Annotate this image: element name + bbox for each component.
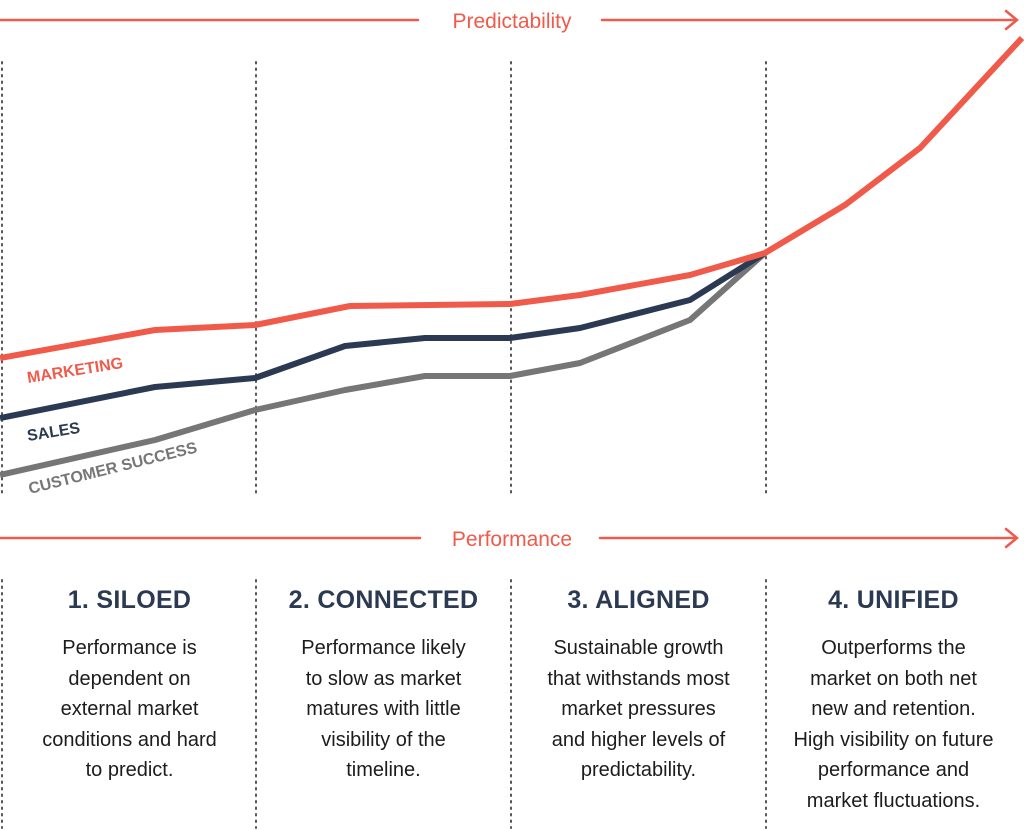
stage-description: Performance likely to slow as market mat… [301,637,466,781]
stage-connected: 2. CONNECTED Performance likely to slow … [256,578,511,830]
marketing-line [0,35,1024,361]
stage-dividers [1,579,767,829]
stage-title: 3. ALIGNED [567,586,710,614]
stage-description: Sustainable growth that withstands most … [547,637,730,781]
customer-success-line [0,250,767,478]
marketing-label: MARKETING [26,355,124,387]
stage-title: 1. SILOED [67,586,192,614]
predictability-label: Predictability [452,10,572,33]
stage-aligned: 3. ALIGNED Sustainable growth that withs… [511,578,766,830]
stage-title: 2. CONNECTED [288,586,479,614]
performance-arrow-head [1004,527,1019,549]
performance-label: Performance [452,528,572,551]
stage-description: Outperforms the market on both net new a… [793,637,994,812]
sales-line [0,250,767,421]
chart-dividers [1,61,767,498]
sales-label: SALES [26,420,82,445]
stage-columns: 1. SILOED Performance is dependent on ex… [0,578,1024,830]
predictability-axis [0,9,1019,31]
stage-unified: 4. UNIFIED Outperforms the market on bot… [766,578,1021,830]
predictability-arrow-head [1004,9,1019,31]
stage-title: 4. UNIFIED [828,586,959,614]
stage-description: Performance is dependent on external mar… [42,637,217,781]
performance-axis [0,527,1019,549]
stage-siloed: 1. SILOED Performance is dependent on ex… [2,578,257,830]
